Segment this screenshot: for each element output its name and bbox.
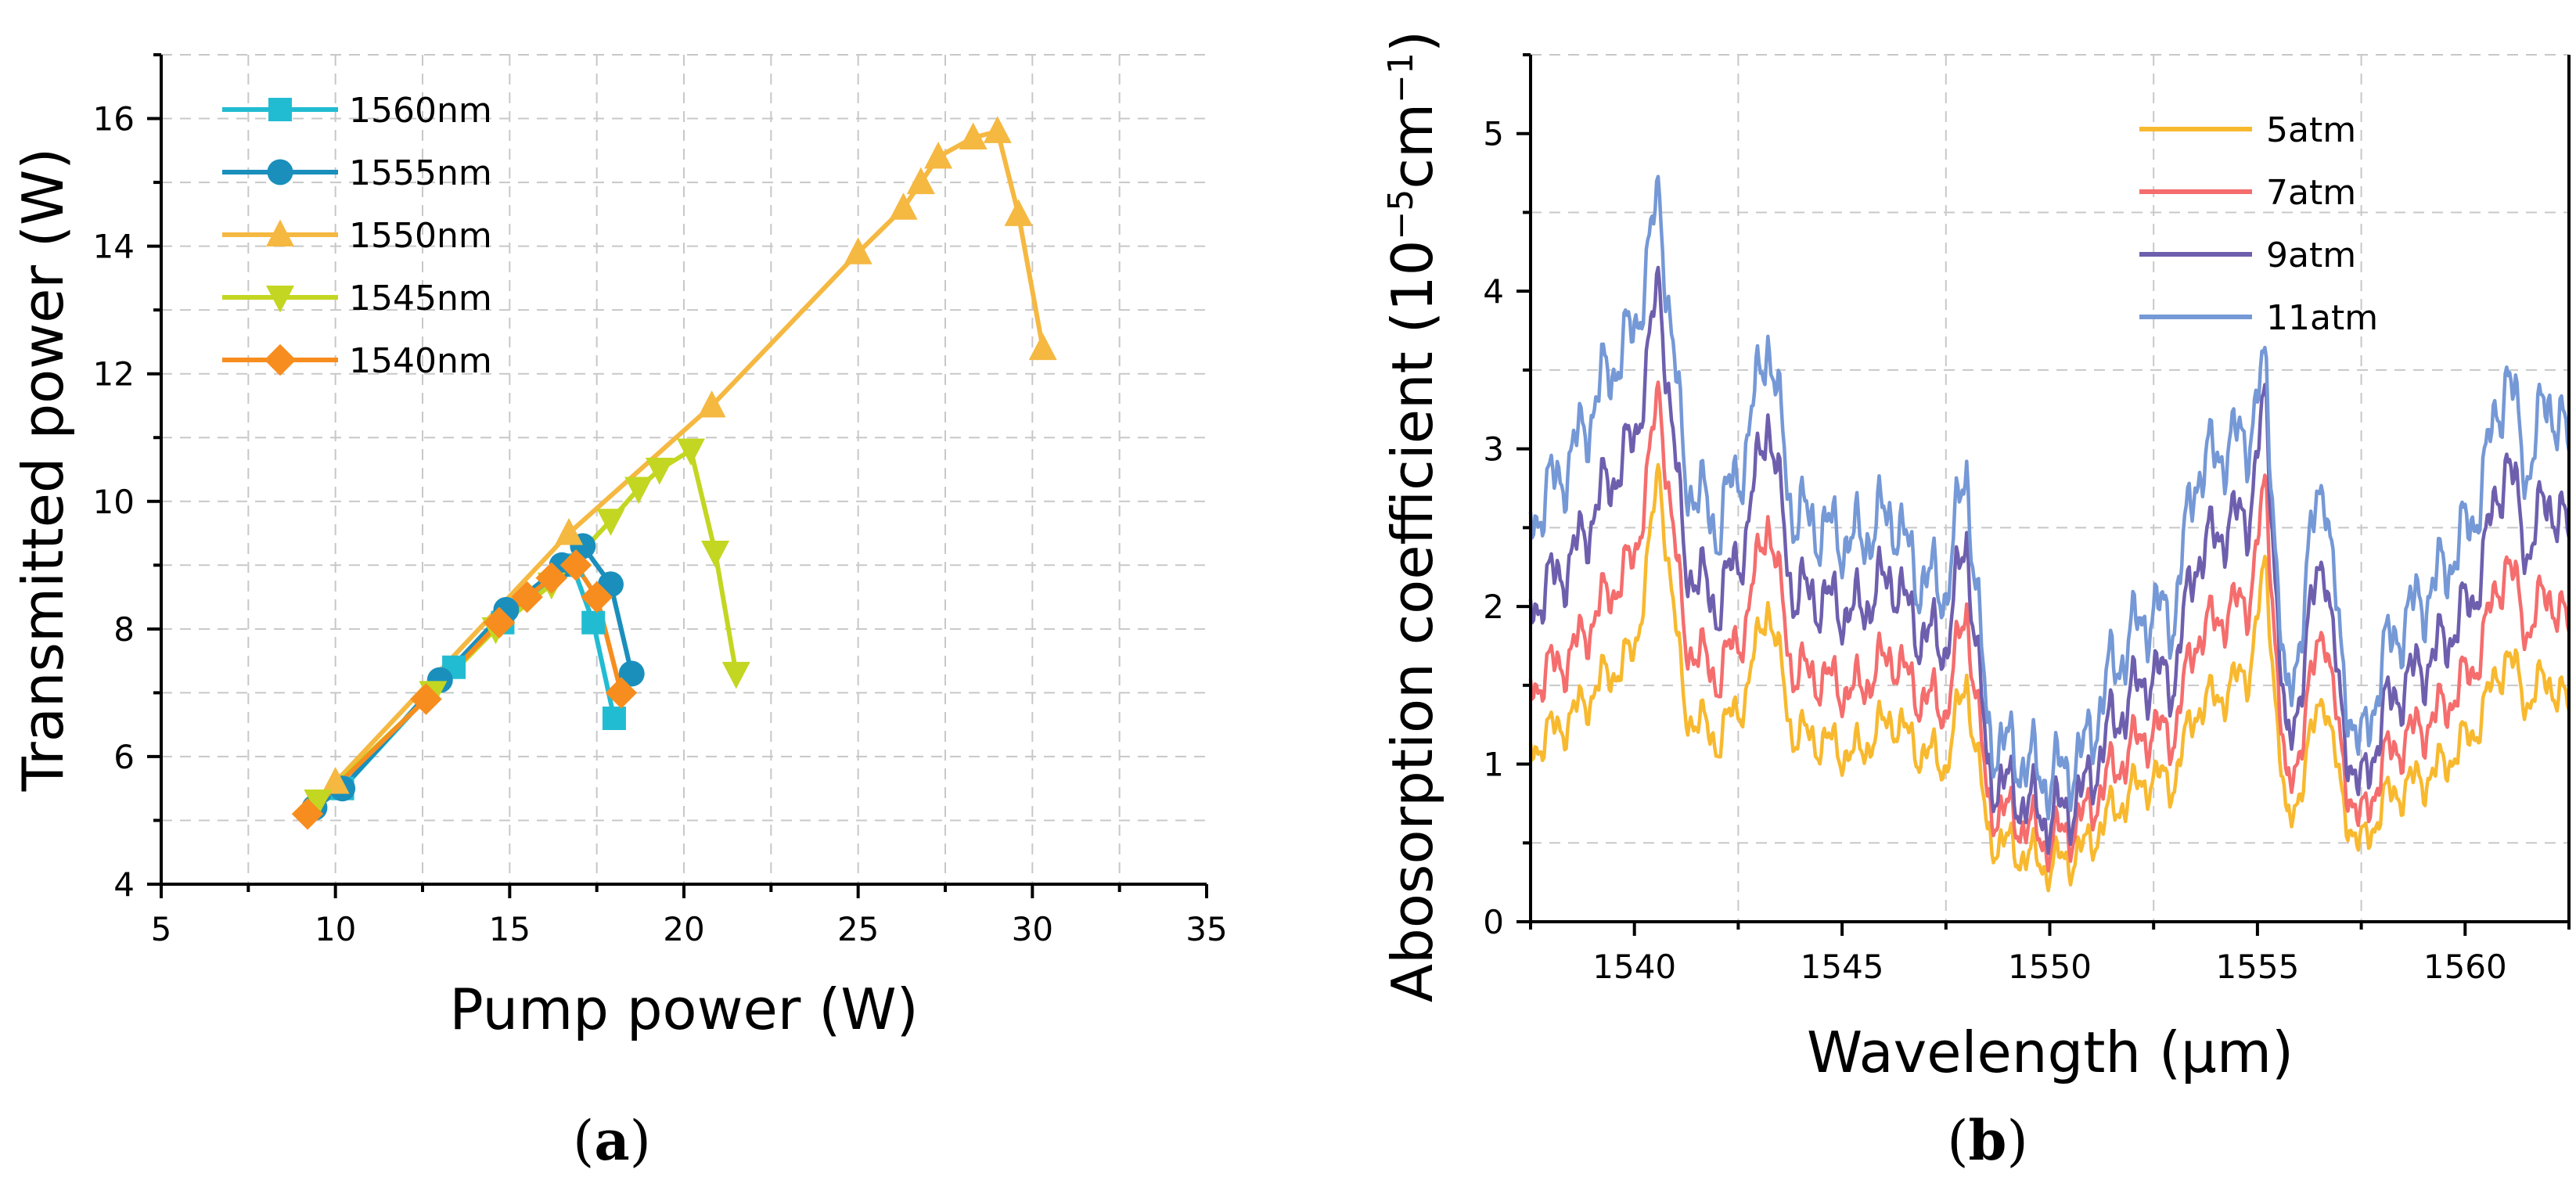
panel-b-x-tick-label: 1555	[2215, 948, 2299, 986]
panel-b-caption-letter: b	[1969, 1108, 2007, 1173]
panel-a-y-tick-label: 4	[113, 865, 135, 904]
panel-b-legend-label-5atm: 5atm	[2266, 110, 2356, 150]
panel-b-y-label-sup1: −5	[1381, 189, 1421, 240]
panel-b-y-tick-label: 5	[1483, 115, 1504, 153]
panel-b-caption: (b)	[1947, 1108, 2028, 1173]
panel-a-x-label: Pump power (W)	[449, 977, 918, 1042]
panel-a-point-1540nm	[559, 549, 592, 581]
panel-b-legend-label-11atm: 11atm	[2266, 298, 2378, 338]
panel-b-series-line-11atm	[1528, 174, 2571, 821]
panel-a-legend-label-1555nm: 1555nm	[349, 153, 492, 193]
panel-b-series	[1528, 174, 2571, 893]
panel-a-y-tick-label: 6	[113, 738, 135, 776]
panel-a-series-line-1560nm	[340, 563, 617, 791]
panel-a-point-1550nm	[959, 122, 988, 149]
panel-b-x-label: Wavelength (μm)	[1807, 1020, 2294, 1085]
panel-a-point-1550nm	[555, 518, 584, 545]
panel-a-caption-letter: a	[594, 1108, 629, 1173]
panel-a-series-line-1555nm	[311, 543, 635, 811]
panel-b-y-tick-label: 2	[1483, 588, 1504, 626]
panel-a-point-1545nm	[645, 458, 674, 485]
panel-b-legend-label-9atm: 9atm	[2266, 236, 2356, 275]
panel-b-series-line-9atm	[1528, 265, 2571, 855]
panel-a-y-tick-label: 14	[93, 228, 135, 266]
panel-a-point-1550nm	[983, 116, 1012, 143]
panel-b-x-tick-label: 1560	[2423, 948, 2507, 986]
panel-a-legend-label-1545nm: 1545nm	[349, 279, 492, 318]
panel-a-legend-marker-1545nm	[266, 286, 294, 313]
panel-b-series-line-5atm	[1528, 462, 2571, 893]
panel-a-point-1550nm	[889, 192, 918, 220]
panel-a-legend-marker-1550nm	[266, 219, 294, 246]
panel-a-point-1550nm	[321, 767, 350, 794]
panel-b-legend: 5atm 7atm 9atm 11atm	[2139, 110, 2378, 338]
panel-b-x-tick-label: 1545	[1801, 948, 1884, 986]
panel-a-series	[291, 116, 1057, 830]
panel-a-x-tick-label: 30	[1012, 910, 1053, 948]
panel-a-point-1550nm	[844, 237, 872, 264]
panel-a-legend-marker-1540nm	[264, 344, 297, 376]
panel-a-y-tick-label: 10	[93, 483, 135, 521]
panel-a-point-1540nm	[291, 798, 324, 830]
panel-b-y-label-sup2: −1	[1381, 52, 1421, 103]
panel-a-y-tick-label: 16	[93, 100, 135, 138]
panel-a: 5 10 15 20 25 30 35 4 6 8 10 12 14 16 1560nm 1555nm 155…	[10, 53, 1228, 1173]
panel-a-point-1545nm	[701, 541, 730, 568]
panel-b-y-tick-label: 1	[1483, 746, 1504, 784]
panel-a-point-1555nm	[618, 660, 645, 687]
panel-a-legend-marker-1560nm	[268, 98, 292, 121]
panel-a-point-1540nm	[535, 562, 568, 594]
panel-a-point-1545nm	[304, 790, 333, 817]
panel-a-point-1540nm	[511, 581, 543, 613]
panel-a-x-tick-label: 20	[663, 910, 704, 948]
panel-b-y-label-end: )	[1380, 31, 1445, 52]
panel-a-point-1550nm	[906, 167, 935, 195]
panel-b-y-tick-label: 3	[1483, 430, 1504, 469]
panel-b-x-tick-label: 1540	[1592, 948, 1676, 986]
panel-a-legend: 1560nm 1555nm 1550nm 1545nm 1540nm	[222, 91, 492, 381]
panel-b-y-label-mid: cm	[1380, 103, 1445, 189]
panel-b-y-tick-label: 4	[1483, 272, 1504, 311]
panel-a-point-1545nm	[624, 477, 653, 504]
panel-a-point-1550nm	[924, 141, 953, 169]
panel-a-caption: (a)	[573, 1108, 651, 1173]
panel-a-legend-marker-1555nm	[267, 159, 293, 185]
panel-a-legend-label-1550nm: 1550nm	[349, 216, 492, 256]
panel-a-x-tick-label: 15	[489, 910, 531, 948]
panel-a-point-1550nm	[1004, 199, 1033, 226]
panel-a-y-tick-label: 12	[93, 355, 135, 394]
panel-b-y-tick-label: 0	[1483, 903, 1504, 941]
panel-a-point-1545nm	[596, 509, 625, 536]
panel-a-point-1545nm	[676, 438, 705, 466]
panel-a-point-1560nm	[602, 707, 626, 730]
panel-a-point-1545nm	[721, 661, 750, 689]
panel-b-series-line-7atm	[1528, 380, 2571, 873]
panel-a-y-label: Transmitted power (W)	[10, 148, 76, 793]
panel-a-point-1540nm	[410, 683, 442, 715]
panel-a-x-tick-label: 35	[1185, 910, 1227, 948]
panel-a-x-tick-label: 10	[315, 910, 356, 948]
panel-b-ticks: 1540 1545 1550 1555 1560 0 1 2 3 4 5	[1483, 53, 2571, 986]
panel-a-x-tick-label: 5	[151, 910, 172, 948]
panel-a-legend-label-1540nm: 1540nm	[349, 341, 492, 381]
panel-a-point-1540nm	[605, 677, 638, 709]
panel-a-point-1550nm	[697, 390, 726, 418]
panel-a-point-1540nm	[483, 606, 516, 638]
panel-a-point-1560nm	[581, 610, 606, 635]
panel-b-y-label-main: Abosorption coefficient (10	[1380, 240, 1445, 1003]
panel-a-point-1550nm	[1028, 333, 1057, 361]
panel-a-x-tick-label: 25	[837, 910, 879, 948]
panel-a-y-tick-label: 8	[113, 610, 135, 649]
panel-b-x-tick-label: 1550	[2008, 948, 2092, 986]
panel-a-grid	[161, 54, 1207, 884]
panel-b-y-label: Abosorption coefficient (10−5cm−1)	[1380, 31, 1445, 1002]
panel-b-grid	[1531, 54, 2569, 922]
panel-a-point-1540nm	[581, 581, 613, 613]
panel-a-ticks: 5 10 15 20 25 30 35 4 6 8 10 12 14 16	[93, 53, 1228, 948]
panel-b-legend-label-7atm: 7atm	[2266, 173, 2356, 213]
panel-a-legend-label-1560nm: 1560nm	[349, 91, 492, 131]
